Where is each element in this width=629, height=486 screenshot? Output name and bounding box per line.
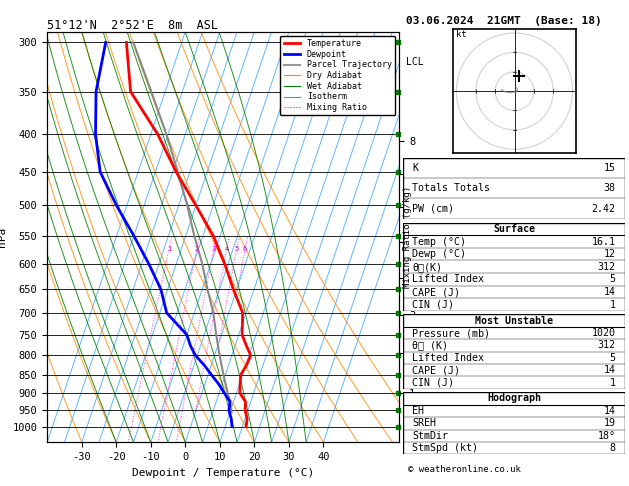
Text: Dewp (°C): Dewp (°C) bbox=[412, 249, 466, 259]
Text: CAPE (J): CAPE (J) bbox=[412, 365, 460, 375]
Text: K: K bbox=[412, 163, 418, 173]
Text: 6: 6 bbox=[243, 246, 247, 252]
Text: 8: 8 bbox=[610, 443, 616, 453]
Text: 1020: 1020 bbox=[592, 328, 616, 338]
Text: 18°: 18° bbox=[598, 431, 616, 441]
Text: kt: kt bbox=[457, 30, 467, 39]
Text: 12: 12 bbox=[604, 249, 616, 259]
Text: LCL: LCL bbox=[406, 56, 424, 67]
Text: 5: 5 bbox=[235, 246, 239, 252]
Text: CIN (J): CIN (J) bbox=[412, 378, 454, 388]
Text: CAPE (J): CAPE (J) bbox=[412, 287, 460, 297]
Text: Totals Totals: Totals Totals bbox=[412, 183, 490, 193]
Text: Most Unstable: Most Unstable bbox=[475, 315, 553, 326]
Text: 3: 3 bbox=[212, 246, 216, 252]
Text: 19: 19 bbox=[604, 418, 616, 428]
Text: Temp (°C): Temp (°C) bbox=[412, 237, 466, 246]
Text: 2: 2 bbox=[194, 246, 199, 252]
Text: 5: 5 bbox=[610, 275, 616, 284]
Y-axis label: hPa: hPa bbox=[0, 227, 7, 247]
Text: 2.42: 2.42 bbox=[592, 204, 616, 213]
Text: θᴄ (K): θᴄ (K) bbox=[412, 340, 448, 350]
Text: 1: 1 bbox=[610, 378, 616, 388]
Text: StmSpd (kt): StmSpd (kt) bbox=[412, 443, 478, 453]
Text: EH: EH bbox=[412, 406, 424, 416]
Text: 1: 1 bbox=[167, 246, 171, 252]
Text: 51°12'N  2°52'E  8m  ASL: 51°12'N 2°52'E 8m ASL bbox=[47, 18, 218, 32]
Text: 14: 14 bbox=[604, 287, 616, 297]
Text: 1: 1 bbox=[610, 300, 616, 310]
Text: 16.1: 16.1 bbox=[592, 237, 616, 246]
Text: PW (cm): PW (cm) bbox=[412, 204, 454, 213]
Text: 4: 4 bbox=[225, 246, 229, 252]
Text: Hodograph: Hodograph bbox=[487, 394, 541, 403]
Text: 03.06.2024  21GMT  (Base: 18): 03.06.2024 21GMT (Base: 18) bbox=[406, 16, 601, 26]
Text: 38: 38 bbox=[604, 183, 616, 193]
X-axis label: Dewpoint / Temperature (°C): Dewpoint / Temperature (°C) bbox=[132, 468, 314, 478]
Text: SREH: SREH bbox=[412, 418, 436, 428]
Text: 312: 312 bbox=[598, 340, 616, 350]
Text: 5: 5 bbox=[610, 353, 616, 363]
Text: Surface: Surface bbox=[493, 224, 535, 234]
Text: CIN (J): CIN (J) bbox=[412, 300, 454, 310]
Text: 312: 312 bbox=[598, 262, 616, 272]
Text: © weatheronline.co.uk: © weatheronline.co.uk bbox=[408, 465, 520, 474]
Text: Pressure (mb): Pressure (mb) bbox=[412, 328, 490, 338]
Y-axis label: km
ASL: km ASL bbox=[418, 228, 440, 246]
Text: StmDir: StmDir bbox=[412, 431, 448, 441]
Text: Lifted Index: Lifted Index bbox=[412, 275, 484, 284]
Text: 15: 15 bbox=[604, 163, 616, 173]
Text: Lifted Index: Lifted Index bbox=[412, 353, 484, 363]
Text: 14: 14 bbox=[604, 365, 616, 375]
Text: 14: 14 bbox=[604, 406, 616, 416]
Legend: Temperature, Dewpoint, Parcel Trajectory, Dry Adiabat, Wet Adiabat, Isotherm, Mi: Temperature, Dewpoint, Parcel Trajectory… bbox=[281, 36, 395, 115]
Text: Mixing Ratio (g/kg): Mixing Ratio (g/kg) bbox=[403, 186, 411, 288]
Text: θᴄ(K): θᴄ(K) bbox=[412, 262, 442, 272]
